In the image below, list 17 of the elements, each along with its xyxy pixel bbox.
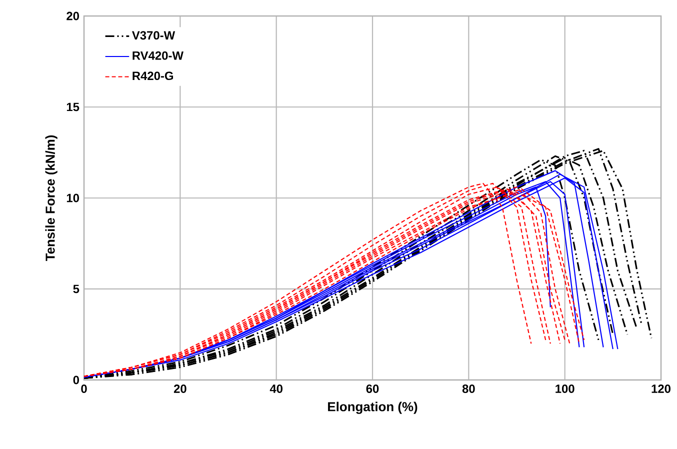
y-tick-label: 15 (66, 102, 80, 112)
x-tick-label: 60 (366, 384, 379, 393)
y-tick-label: 10 (66, 194, 79, 202)
x-tick-label: 120 (652, 384, 670, 393)
legend-label: RV420-W (132, 51, 184, 60)
y-axis-title: Tensile Force (kN/m) (45, 135, 58, 262)
legend-label: R420-G (132, 72, 174, 80)
y-tick-label: 5 (73, 284, 80, 294)
x-tick-label: 40 (270, 384, 282, 393)
legend-label: V370-W (132, 31, 176, 40)
x-axis-title: Elongation (%) (328, 402, 418, 414)
y-tick-label: 0 (73, 376, 79, 384)
x-tick-label: 100 (556, 384, 574, 393)
y-tick-label: 20 (66, 12, 79, 20)
x-tick-label: 0 (81, 384, 87, 393)
x-tick-label: 80 (462, 384, 475, 393)
x-tick-label: 20 (174, 384, 186, 393)
